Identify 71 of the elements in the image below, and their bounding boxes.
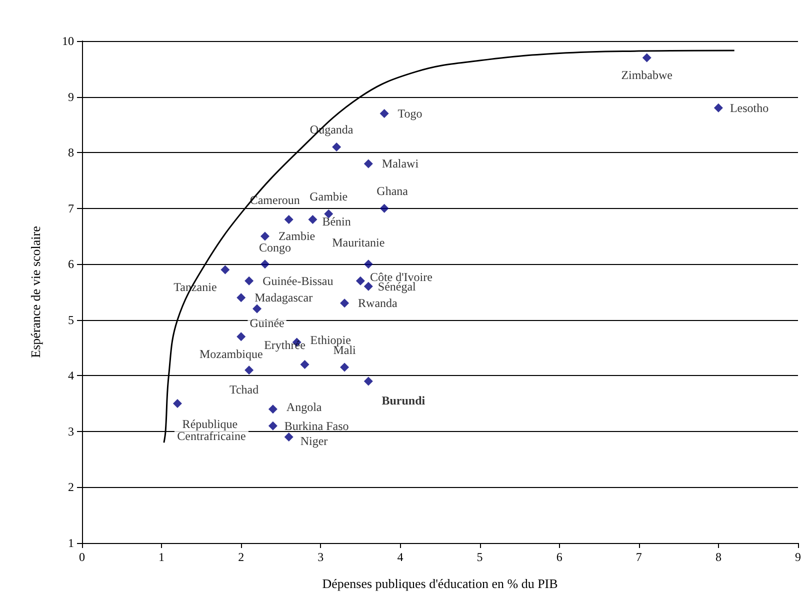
y-axis-title: Espérance de vie scolaire [28,226,43,358]
data-label: Burundi [382,394,426,408]
point [364,159,373,168]
x-tick-label: 7 [636,550,642,564]
point [356,276,365,286]
y-tick-label: 1 [68,536,74,550]
data-label: Niger [300,434,328,448]
y-tick-label: 5 [68,312,74,327]
point [308,214,318,224]
y-tick-label: 4 [68,368,74,383]
point [642,53,652,62]
point [220,265,230,274]
data-label: Togo [398,106,422,121]
y-tick-label: 3 [68,424,74,438]
point [268,404,278,414]
x-tick-label: 1 [158,550,165,564]
data-label: Guinée-Bissau [262,274,334,288]
data-label: Tchad [229,382,259,397]
data-label: Gambie [310,189,348,204]
data-label: Angola [286,400,322,414]
y-tick-label: 8 [68,146,74,160]
data-label: Mozambique [199,347,263,362]
x-tick-label: 4 [397,550,404,564]
x-tick-label: 5 [476,550,483,564]
x-tick-label: 6 [556,550,562,564]
data-label: Burkina Faso [284,418,349,433]
point [252,304,262,314]
x-tick-label: 8 [715,550,722,564]
data-label: Lesotho [730,100,769,115]
data-label: Zimbabwe [621,68,673,82]
point [340,298,350,308]
point [284,214,294,224]
point [236,332,246,342]
point [380,109,389,118]
y-tick-label: 10 [62,34,74,48]
point [260,260,270,269]
point [714,103,723,112]
data-label: Erythrée [264,338,306,352]
data-label: Zambie [278,229,316,244]
data-label: Guinée [250,316,284,330]
point [364,260,373,269]
point [340,362,350,372]
x-axis-title: Dépenses publiques d'éducation en % du PIB [322,576,558,591]
point [300,360,310,370]
point [284,432,294,442]
y-tick-label: 7 [68,201,74,216]
point [268,421,278,430]
y-tick-label: 9 [68,90,74,104]
data-label: Malawi [382,156,420,171]
data-label: Rwanda [358,296,398,310]
data-label: Ghana [376,184,409,198]
x-tick-label: 9 [795,550,801,564]
point [244,366,254,375]
y-tick-label: 2 [68,480,74,494]
point [236,293,246,302]
data-label: Madagascar [254,290,313,305]
x-tick-label: 0 [79,550,85,564]
point [332,142,342,152]
point [380,204,389,213]
point [364,282,373,291]
data-label: Bénin [322,214,351,228]
point [364,376,373,386]
x-tick-label: 3 [318,550,324,564]
point [244,276,254,286]
data-label: Congo [258,240,291,255]
data-label: République Centrafricaine [177,417,246,444]
point [172,399,182,408]
y-tick-label: 6 [68,257,74,272]
data-label: Mauritanie [332,236,385,250]
point [260,232,270,241]
x-tick-label: 2 [238,550,244,564]
